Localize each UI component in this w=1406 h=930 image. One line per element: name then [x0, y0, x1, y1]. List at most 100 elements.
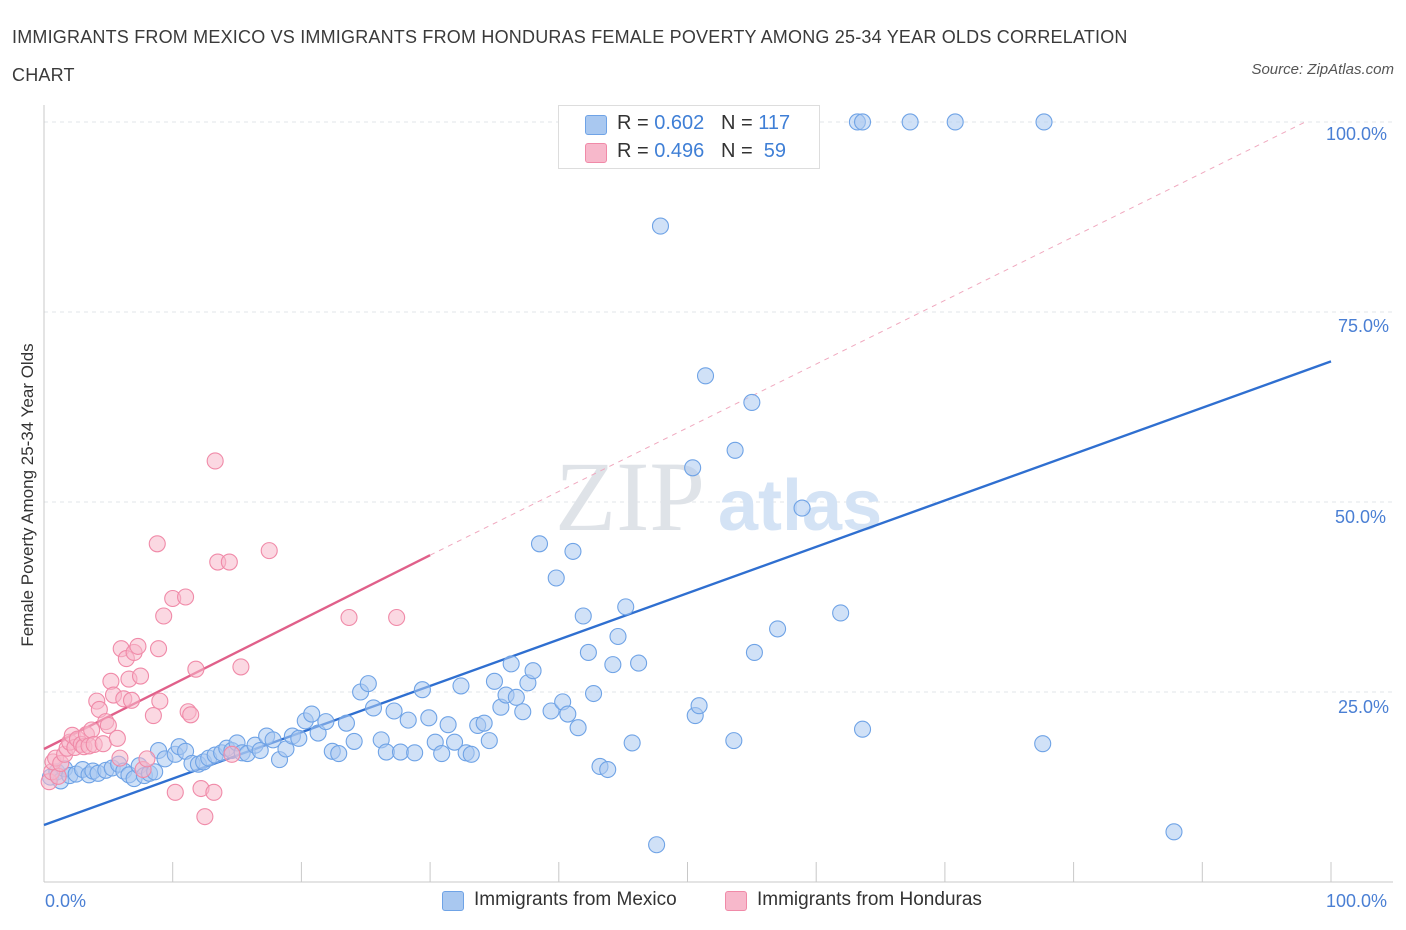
point-honduras [129, 637, 147, 655]
y-tick-25: 25.0% [1338, 697, 1390, 717]
point-honduras [148, 535, 166, 553]
point-honduras [166, 783, 184, 801]
legend-n-label: N = [720, 140, 759, 162]
point-honduras [196, 808, 214, 826]
point-honduras [182, 706, 200, 724]
point-mexico [439, 716, 457, 734]
point-mexico [507, 688, 525, 706]
point-mexico [337, 714, 355, 732]
point-honduras [187, 660, 205, 678]
legend-r-value-mexico: 0.602 [654, 112, 705, 134]
point-mexico [617, 598, 635, 616]
point-mexico [264, 731, 282, 749]
point-honduras [138, 750, 156, 768]
point-mexico [547, 569, 565, 587]
point-mexico [609, 627, 627, 646]
y-tick-50: 50.0% [1335, 507, 1387, 527]
point-mexico [901, 113, 919, 131]
bottom-label-honduras: Immigrants from Honduras [757, 889, 982, 910]
stats-legend: R = 0.602 N = 117 R = 0.496 N = 59 [558, 105, 820, 169]
point-mexico [1165, 823, 1183, 841]
point-honduras [122, 691, 141, 709]
point-mexico [725, 732, 743, 750]
legend-swatch-honduras [585, 143, 607, 163]
point-honduras [83, 721, 101, 739]
point-honduras [260, 542, 278, 560]
axes [43, 105, 1393, 883]
point-mexico [696, 367, 715, 385]
bottom-swatch-mexico [442, 891, 464, 911]
point-honduras [131, 667, 150, 685]
point-honduras [108, 729, 126, 747]
point-mexico [599, 760, 617, 779]
point-mexico [832, 604, 850, 622]
point-mexico [648, 836, 666, 854]
point-honduras [220, 553, 238, 571]
point-mexico [364, 699, 383, 717]
legend-r-label: R = [617, 112, 655, 134]
point-mexico [420, 709, 438, 727]
point-mexico [542, 702, 560, 720]
point-mexico [480, 732, 498, 750]
point-honduras [94, 735, 112, 753]
point-mexico [330, 745, 348, 763]
point-honduras [144, 707, 162, 725]
point-mexico [579, 643, 597, 662]
point-mexico [345, 732, 363, 750]
point-mexico [485, 672, 504, 690]
legend-r-value-honduras: 0.496 [654, 140, 705, 162]
y-tick-75: 75.0% [1338, 316, 1390, 336]
point-honduras [205, 783, 223, 801]
point-mexico [475, 714, 493, 732]
point-mexico [413, 681, 431, 699]
point-mexico [303, 705, 321, 723]
point-mexico [514, 703, 532, 721]
point-honduras [99, 716, 117, 734]
point-mexico [743, 393, 761, 411]
point-honduras [177, 588, 195, 606]
legend-n-label: N = [720, 112, 759, 134]
trend-extension-honduras [429, 121, 1306, 556]
point-mexico [1035, 113, 1053, 131]
point-mexico [377, 743, 395, 761]
point-honduras [155, 607, 173, 625]
point-honduras [149, 640, 168, 658]
y-tick-100: 100.0% [1326, 124, 1388, 144]
grid-lines [44, 121, 1393, 693]
legend-swatch-mexico [585, 115, 607, 135]
point-mexico [502, 655, 520, 673]
point-mexico [462, 745, 480, 763]
bottom-swatch-honduras [725, 891, 747, 911]
point-honduras [223, 745, 241, 763]
point-honduras [206, 452, 224, 470]
watermark-zip: ZIP [555, 441, 705, 552]
point-honduras [388, 608, 406, 627]
point-mexico [406, 744, 424, 762]
point-mexico [853, 113, 872, 131]
point-mexico [745, 643, 763, 662]
point-mexico [690, 697, 708, 715]
point-mexico [574, 607, 592, 625]
point-mexico [452, 677, 470, 695]
point-mexico [564, 542, 582, 560]
data-points [40, 113, 1183, 854]
point-mexico [853, 720, 872, 738]
point-mexico [569, 719, 587, 737]
point-mexico [630, 654, 648, 672]
y-axis-label: Female Poverty Among 25-34 Year Olds [18, 343, 37, 647]
point-mexico [726, 441, 744, 459]
source-credit: Source: ZipAtlas.com [1251, 61, 1394, 78]
point-mexico [530, 535, 549, 553]
point-honduras [340, 608, 358, 627]
legend-n-value-honduras: 59 [758, 140, 787, 162]
point-mexico [769, 620, 787, 638]
point-mexico [251, 741, 269, 760]
x-tick-min: 0.0% [45, 891, 87, 911]
chart-title: IMMIGRANTS FROM MEXICO VS IMMIGRANTS FRO… [12, 27, 1128, 85]
point-mexico [793, 499, 811, 517]
point-mexico [433, 745, 451, 763]
x-tick-max: 100.0% [1326, 891, 1388, 911]
bottom-label-mexico: Immigrants from Mexico [474, 889, 677, 910]
point-honduras [111, 749, 129, 767]
